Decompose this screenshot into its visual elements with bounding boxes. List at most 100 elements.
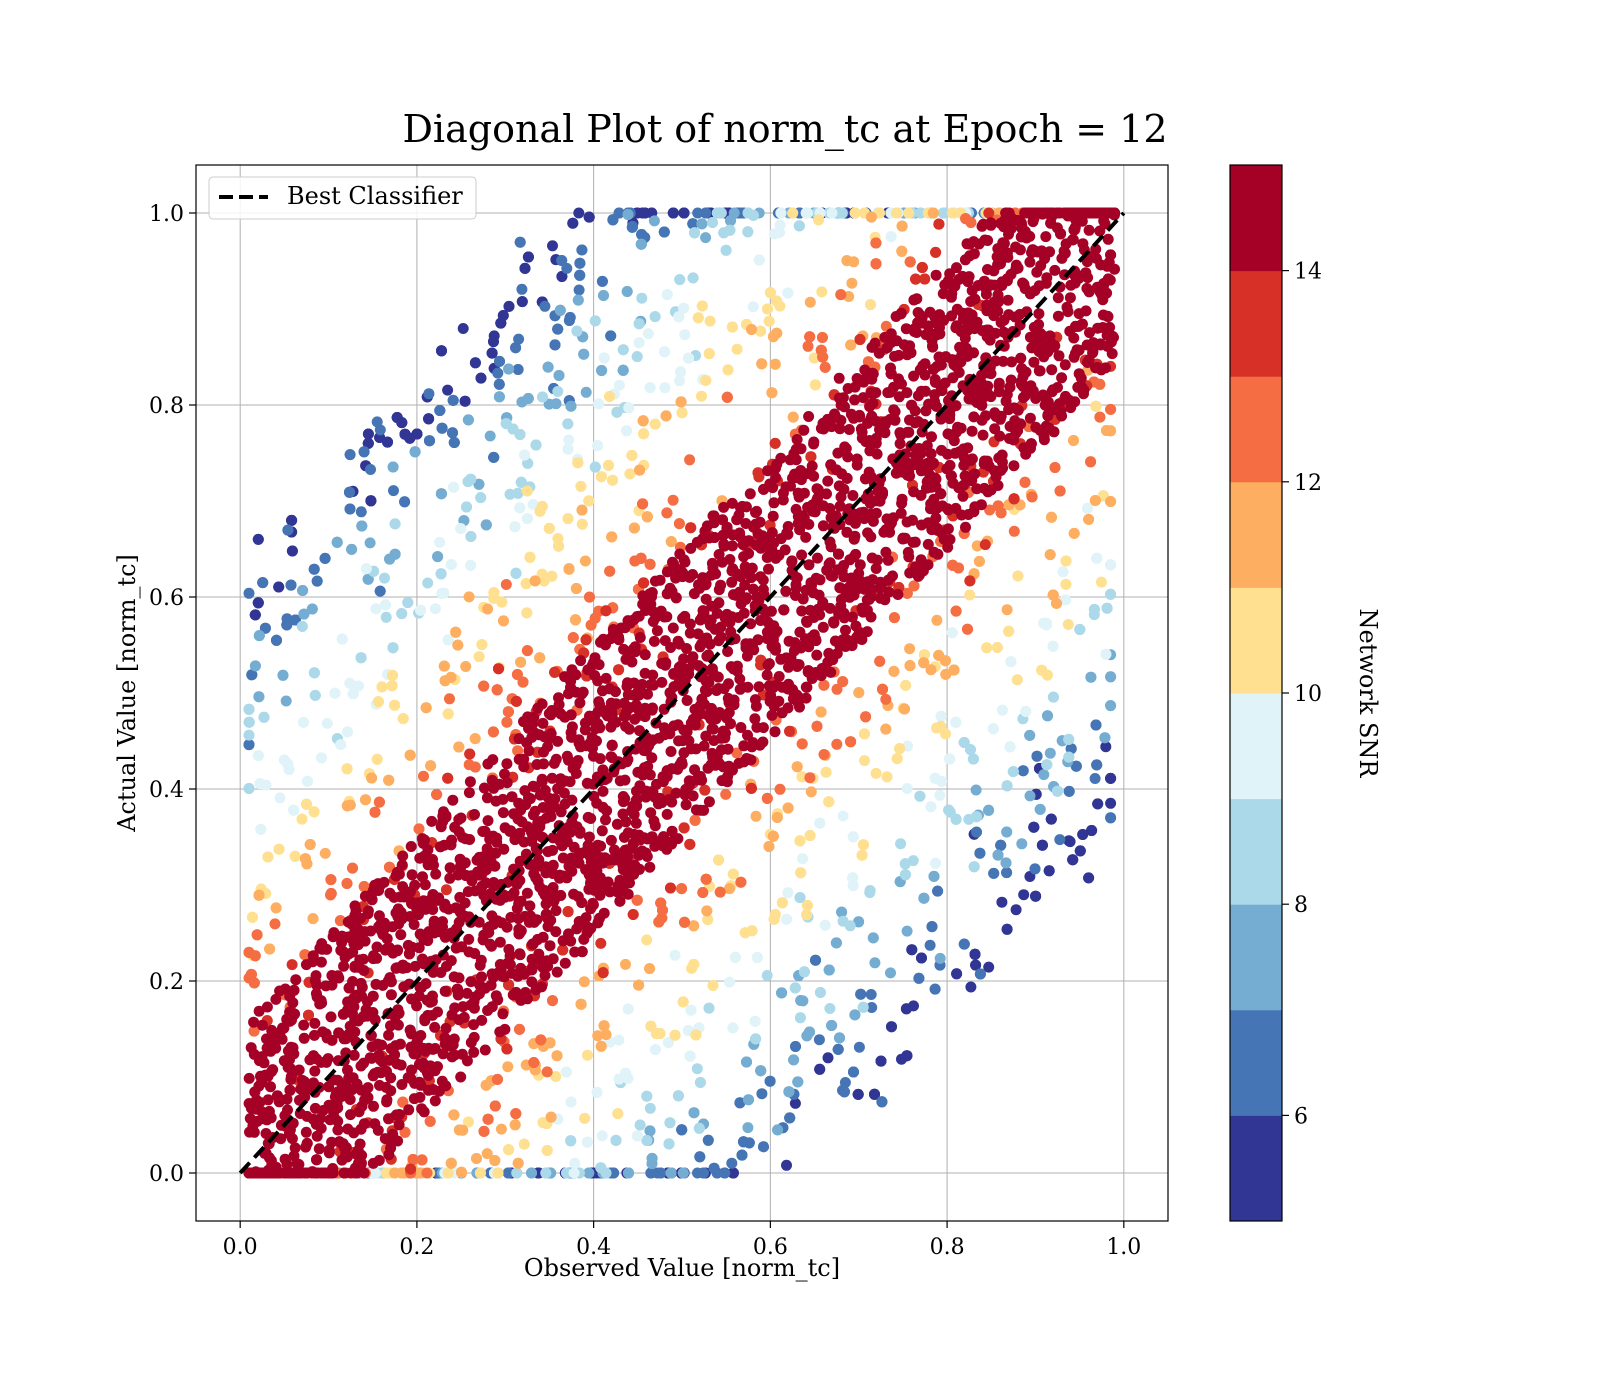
scatter-point xyxy=(593,398,605,410)
scatter-point xyxy=(677,996,689,1008)
scatter-point xyxy=(794,1012,806,1024)
scatter-point xyxy=(824,1003,836,1014)
scatter-point xyxy=(679,556,691,568)
scatter-point xyxy=(964,575,976,587)
scatter-point xyxy=(930,246,942,258)
scatter-point xyxy=(503,1144,515,1156)
scatter-point xyxy=(442,634,454,646)
scatter-point xyxy=(570,583,582,594)
scatter-point xyxy=(1043,865,1055,877)
scatter-point xyxy=(482,1113,494,1125)
scatter-point xyxy=(865,369,877,381)
scatter-point xyxy=(549,666,561,678)
scatter-point xyxy=(853,687,865,699)
scatter-point xyxy=(489,1100,501,1112)
scatter-point xyxy=(380,599,391,611)
scatter-point xyxy=(853,1041,865,1053)
scatter-point xyxy=(514,429,526,440)
scatter-point xyxy=(1041,759,1053,771)
scatter-point xyxy=(919,369,931,381)
scatter-point xyxy=(481,1148,493,1160)
scatter-point xyxy=(824,602,836,614)
scatter-point xyxy=(847,831,859,843)
scatter-point xyxy=(626,449,638,461)
scatter-point xyxy=(578,976,590,988)
scatter-point xyxy=(904,660,916,672)
scatter-point xyxy=(774,219,786,231)
scatter-point xyxy=(865,989,877,1000)
scatter-point xyxy=(932,885,944,897)
scatter-point xyxy=(1019,283,1031,295)
scatter-point xyxy=(273,581,285,593)
scatter-point xyxy=(380,611,392,623)
scatter-point xyxy=(1047,640,1059,652)
scatter-point xyxy=(444,693,455,705)
scatter-point xyxy=(461,987,473,999)
scatter-point xyxy=(297,716,309,728)
scatter-point xyxy=(691,1063,703,1075)
scatter-point xyxy=(289,614,301,626)
scatter-point xyxy=(904,256,916,268)
scatter-point xyxy=(750,810,762,822)
scatter-point xyxy=(714,886,726,898)
scatter-point xyxy=(1105,700,1117,712)
scatter-point xyxy=(342,726,353,738)
scatter-point xyxy=(567,762,579,774)
scatter-point xyxy=(325,1011,337,1023)
scatter-point xyxy=(420,702,432,714)
scatter-point xyxy=(837,810,849,822)
scatter-point xyxy=(855,988,867,1000)
scatter-point xyxy=(355,506,367,518)
scatter-point xyxy=(665,1167,677,1179)
scatter-point xyxy=(958,737,970,748)
scatter-point xyxy=(784,725,795,737)
scatter-point xyxy=(689,227,700,239)
scatter-point xyxy=(703,1002,715,1014)
scatter-point xyxy=(738,1136,749,1148)
scatter-point xyxy=(598,1020,610,1032)
scatter-point xyxy=(1042,710,1053,722)
scatter-point xyxy=(745,782,757,794)
scatter-point xyxy=(745,618,757,630)
scatter-point xyxy=(1031,750,1043,762)
scatter-point xyxy=(979,539,991,551)
scatter-point xyxy=(431,789,443,800)
scatter-point xyxy=(482,603,494,615)
scatter-point xyxy=(358,881,370,892)
scatter-point xyxy=(1053,350,1065,362)
scatter-point xyxy=(685,1004,697,1016)
scatter-point xyxy=(646,1152,658,1164)
scatter-point xyxy=(493,391,505,403)
scatter-point xyxy=(447,427,458,439)
scatter-point xyxy=(522,393,534,404)
scatter-point xyxy=(332,1124,344,1136)
scatter-point xyxy=(801,909,813,921)
scatter-point xyxy=(919,273,931,285)
scatter-point xyxy=(936,775,948,787)
scatter-point xyxy=(623,402,635,414)
scatter-point xyxy=(873,347,885,359)
scatter-point xyxy=(529,575,541,587)
scatter-point xyxy=(687,272,699,284)
scatter-point xyxy=(797,853,809,865)
scatter-point xyxy=(870,258,882,270)
scatter-point xyxy=(992,849,1004,861)
scatter-point xyxy=(262,851,274,863)
scatter-point xyxy=(259,622,271,634)
scatter-point xyxy=(870,563,882,574)
scatter-point xyxy=(1095,576,1107,588)
scatter-point xyxy=(572,457,584,469)
scatter-point xyxy=(724,976,735,988)
scatter-point xyxy=(423,388,435,400)
scatter-point xyxy=(655,1167,667,1179)
scatter-point xyxy=(362,573,374,585)
scatter-point xyxy=(965,217,977,228)
scatter-point xyxy=(620,958,631,970)
scatter-point xyxy=(1085,671,1097,683)
scatter-point xyxy=(448,437,460,448)
scatter-point xyxy=(763,563,774,575)
scatter-point xyxy=(970,959,982,971)
scatter-point xyxy=(742,1122,754,1134)
scatter-point xyxy=(605,330,617,342)
scatter-point xyxy=(521,513,533,525)
